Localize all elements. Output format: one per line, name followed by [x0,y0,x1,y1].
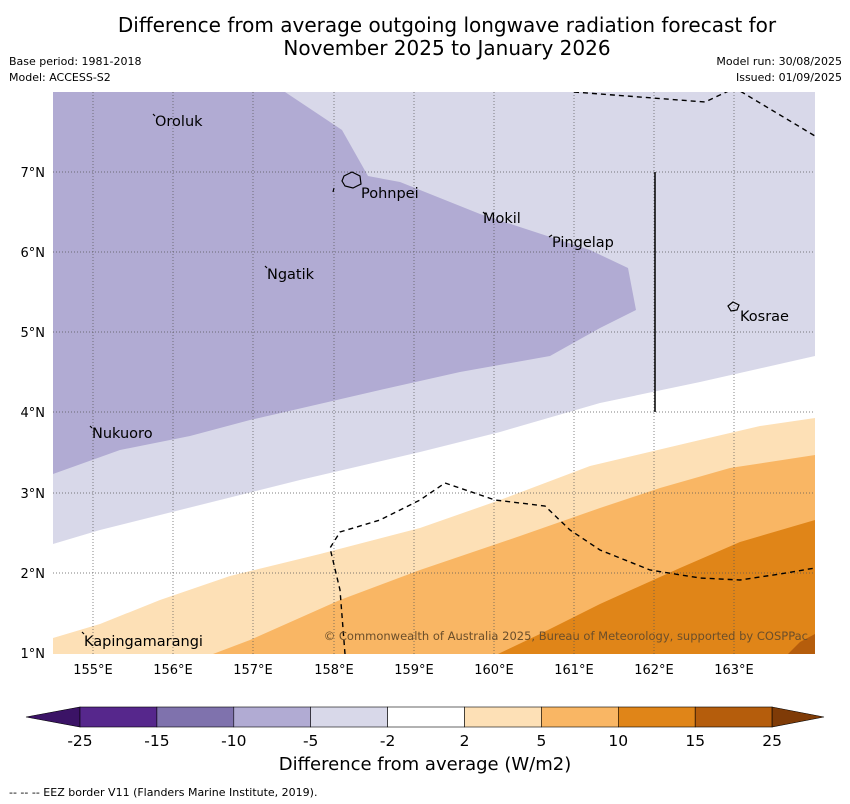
lat-label: 3°N [21,487,46,502]
place-kapingamarangi: Kapingamarangi [84,634,203,650]
place-ngatik: Ngatik [267,267,315,283]
colorbar-segment [233,706,312,728]
colorbar-tick-labels: -25 -15 -10 -5 -2 2 5 10 15 25 [67,732,782,750]
place-nukuoro: Nukuoro [92,426,153,442]
longitude-axis: 155°E 156°E 157°E 158°E 159°E 160°E 161°… [73,663,754,678]
place-pingelap: Pingelap [552,235,614,251]
band-15-to-25 [788,634,815,654]
lat-label: 4°N [21,406,46,421]
model-run: Model run: 30/08/2025 [716,55,842,68]
lon-label: 159°E [394,663,434,678]
place-labels: Oroluk Pohnpei Mokil Pingelap Ngatik Kos… [84,114,789,650]
colorbar-tick-label: 15 [685,732,705,750]
gridlines [53,92,815,654]
pingelap-atoll-icon [548,234,553,238]
lat-label: 7°N [21,166,46,181]
mokil-atoll-icon [482,211,486,215]
lat-label: 1°N [21,647,46,662]
chart-title: Difference from average outgoing longwav… [0,14,850,60]
colorbar-segment [310,706,388,728]
colorbar-tick-label: -10 [221,732,246,750]
eez-borders [329,92,815,654]
model-name: Model: ACCESS-S2 [9,71,111,84]
colorbar-segment [387,706,465,728]
band-10-to-15 [498,520,815,654]
footer-note: -- -- -- EEZ border V11 (Flanders Marine… [9,786,318,799]
place-pohnpei: Pohnpei [361,186,419,202]
colorbar-title: Difference from average (W/m2) [278,754,572,775]
pohnpei-islet-icon [332,187,335,193]
colorbar-tick-label: 5 [536,732,546,750]
colorbar-tick-label: 25 [762,732,782,750]
islands [81,113,740,635]
map-area [53,92,815,654]
ngatik-atoll-icon [264,265,268,269]
lon-label: 157°E [233,663,273,678]
title-line-2: November 2025 to January 2026 [283,36,611,60]
colorbar-tick-label: -15 [144,732,169,750]
colorbar-segment [156,706,235,728]
colorbar-segment [541,706,619,728]
colorbar-tick-label: 10 [608,732,628,750]
place-oroluk: Oroluk [155,114,203,130]
pohnpei-island-icon [341,171,362,189]
colorbar-tick-label: -5 [303,732,318,750]
place-kosrae: Kosrae [740,309,789,325]
meta-right: Model run: 30/08/2025 Issued: 01/09/2025 [716,54,842,86]
kapingamarangi-atoll-icon [81,631,85,635]
lon-label: 156°E [153,663,193,678]
oroluk-atoll-icon [152,113,156,117]
lat-label: 5°N [21,326,46,341]
nukuoro-atoll-icon [89,425,93,429]
lon-label: 163°E [714,663,754,678]
colorbar [25,706,825,728]
colorbar-segment [694,706,773,728]
colorbar-segment [617,706,696,728]
lon-label: 160°E [474,663,514,678]
colorbar-low-extend [25,706,81,728]
kosrae-island-icon [727,301,740,312]
latitude-axis: 7°N 6°N 5°N 4°N 3°N 2°N 1°N [21,166,46,662]
lat-label: 2°N [21,567,46,582]
colorbar-segment [79,706,158,728]
place-mokil: Mokil [483,211,521,227]
colorbar-segment [464,706,542,728]
band-minus10-to-minus5 [53,92,636,474]
lon-label: 162°E [634,663,674,678]
colorbar-high-extend [771,706,825,728]
lon-label: 158°E [314,663,354,678]
lon-label: 161°E [554,663,594,678]
colorbar-tick-label: -25 [67,732,92,750]
issued-date: Issued: 01/09/2025 [735,71,842,84]
base-period: Base period: 1981-2018 [9,55,142,68]
title-line-1: Difference from average outgoing longwav… [117,13,777,37]
colorbar-tick-label: 2 [460,732,470,750]
meta-left: Base period: 1981-2018 Model: ACCESS-S2 [9,54,141,86]
colorbar-tick-label: -2 [380,732,395,750]
lat-label: 6°N [21,246,46,261]
lon-label: 155°E [73,663,113,678]
copyright-notice: © Commonwealth of Australia 2025, Bureau… [324,629,808,643]
